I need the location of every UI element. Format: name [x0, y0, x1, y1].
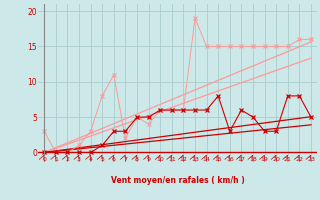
X-axis label: Vent moyen/en rafales ( km/h ): Vent moyen/en rafales ( km/h ) — [111, 176, 244, 185]
